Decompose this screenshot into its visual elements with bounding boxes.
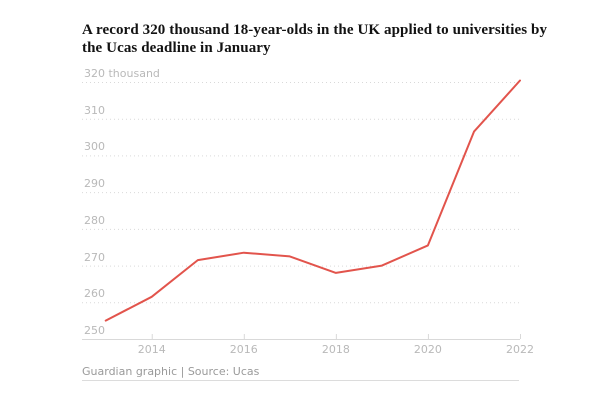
x-axis-tick-label: 2018 [321, 343, 350, 356]
y-axis-tick-label: 250 [84, 324, 105, 337]
x-axis-tick-label: 2022 [506, 343, 534, 356]
y-axis-tick-label: 310 [84, 103, 105, 117]
y-axis-tick-label: 270 [84, 250, 105, 264]
footer-divider [82, 380, 519, 381]
chart-title: A record 320 thousand 18-year-olds in th… [82, 22, 548, 56]
y-axis-tick-label: 260 [84, 287, 105, 301]
y-axis-tick-label: 280 [84, 213, 105, 227]
applicants-data-line [104, 79, 521, 322]
source-caption: Guardian graphic | Source: Ucas [82, 365, 260, 378]
x-axis-tick-label: 2020 [413, 343, 442, 356]
x-axis-tick-label: 2016 [229, 343, 258, 356]
y-axis-tick-label: 290 [84, 177, 105, 191]
x-axis-tick-label: 2014 [137, 343, 166, 356]
y-axis-tick-label: 320 thousand [84, 67, 160, 80]
y-axis-tick-label: 300 [84, 140, 105, 154]
